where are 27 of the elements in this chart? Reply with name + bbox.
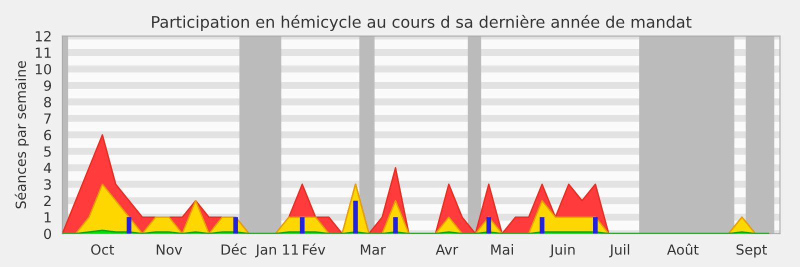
- y-tick-label: 2: [44, 196, 51, 206]
- chart-title: Participation en hémicycle au cours d sa dernière année de mandat: [152, 14, 692, 32]
- x-tick-label: Fév: [303, 243, 326, 255]
- y-tick-label: 1: [44, 212, 51, 222]
- y-tick-label: 3: [44, 179, 51, 190]
- x-tick-label: Juil: [609, 244, 630, 258]
- x-tick-label: Sept: [736, 244, 767, 258]
- y-tick-label: 7: [44, 114, 51, 124]
- y-tick-label: 0: [44, 228, 52, 240]
- x-tick-label: Juin: [550, 244, 575, 258]
- y-tick-label: 10: [36, 64, 52, 74]
- x-tick-label: Nov: [156, 244, 182, 255]
- x-tick-label: Déc: [222, 243, 246, 255]
- y-tick-label: 6: [44, 130, 52, 140]
- x-tick-label: Mar: [360, 244, 386, 255]
- y-tick-label: 8: [44, 96, 52, 108]
- y-axis-title: Séances par semaine: [14, 61, 29, 208]
- x-tick-label: Mai: [491, 244, 513, 255]
- x-tick-label: Août: [667, 243, 699, 255]
- x-tick-label: Avr: [436, 244, 458, 255]
- y-tick-label: 11: [36, 48, 51, 58]
- y-tick-label: 12: [36, 31, 51, 42]
- y-tick-label: 4: [44, 162, 52, 174]
- y-tick-label: 9: [44, 80, 52, 91]
- x-tick-label: Oct: [91, 244, 114, 255]
- x-tick-label: Jan 11: [255, 244, 298, 258]
- y-tick-label: 5: [44, 146, 51, 157]
